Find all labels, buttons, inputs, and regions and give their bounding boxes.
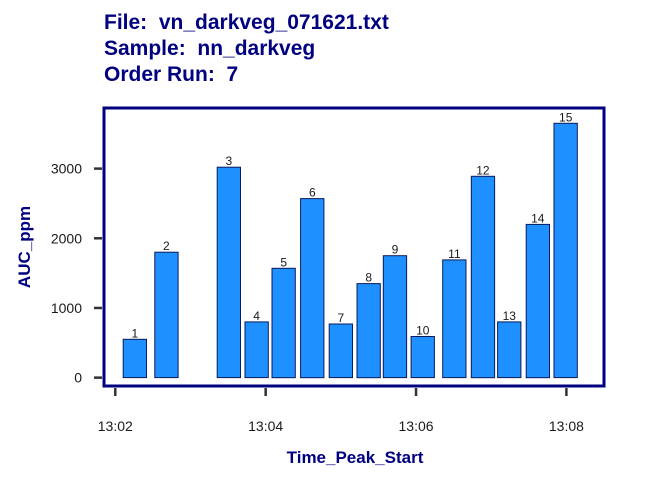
y-tick-label: 1000 <box>51 300 82 316</box>
bar-6 <box>300 198 325 379</box>
bar-label-5: 5 <box>280 255 287 269</box>
bar-7 <box>328 323 354 379</box>
y-tick-label: 0 <box>74 370 82 386</box>
bar-4 <box>244 321 269 379</box>
bar-label-7: 7 <box>337 311 344 325</box>
chart-title-block: File: vn_darkveg_071621.txt Sample: nn_d… <box>104 10 389 88</box>
bar-label-2: 2 <box>163 239 170 253</box>
y-axis: 0 1000 2000 3000 <box>51 161 102 386</box>
bar-15 <box>553 122 578 379</box>
bar-label-11: 11 <box>448 247 461 261</box>
bar-label-13: 13 <box>503 309 517 323</box>
bar-2 <box>154 251 179 379</box>
y-axis-title: AUC_ppm <box>15 206 34 288</box>
bar-label-9: 9 <box>392 243 399 257</box>
bar-label-8: 8 <box>365 271 372 285</box>
bar-12 <box>470 175 496 379</box>
x-tick-label: 13:08 <box>549 418 584 434</box>
x-tick-label: 13:04 <box>248 418 283 434</box>
bar-13 <box>497 321 522 379</box>
bar-label-15: 15 <box>559 110 573 124</box>
bar-label-14: 14 <box>531 211 545 225</box>
bar-11 <box>442 259 467 379</box>
bar-10 <box>410 336 435 379</box>
bar-label-3: 3 <box>225 154 232 168</box>
bar-3 <box>216 166 241 379</box>
bar-label-4: 4 <box>253 309 260 323</box>
x-tick-label: 13:06 <box>399 418 434 434</box>
bar-9 <box>382 255 408 379</box>
order-run-title: Order Run: 7 <box>104 63 239 86</box>
bar-8 <box>356 283 381 379</box>
bar-label-12: 12 <box>476 163 490 177</box>
bar-5 <box>271 267 296 379</box>
bar-label-6: 6 <box>309 186 316 200</box>
x-tick-label: 13:02 <box>98 418 133 434</box>
bar-label-10: 10 <box>416 324 430 338</box>
bar-14 <box>525 223 551 379</box>
file-title: File: vn_darkveg_071621.txt <box>104 11 389 34</box>
x-axis-title: Time_Peak_Start <box>287 448 424 467</box>
x-axis: 13:02 13:04 13:06 13:08 <box>98 388 584 434</box>
bar-1 <box>122 338 147 379</box>
y-tick-label: 2000 <box>51 230 82 246</box>
bar-label-1: 1 <box>131 326 138 340</box>
sample-title: Sample: nn_darkveg <box>104 37 316 60</box>
y-tick-label: 3000 <box>51 161 82 177</box>
plot-frame <box>102 106 606 388</box>
